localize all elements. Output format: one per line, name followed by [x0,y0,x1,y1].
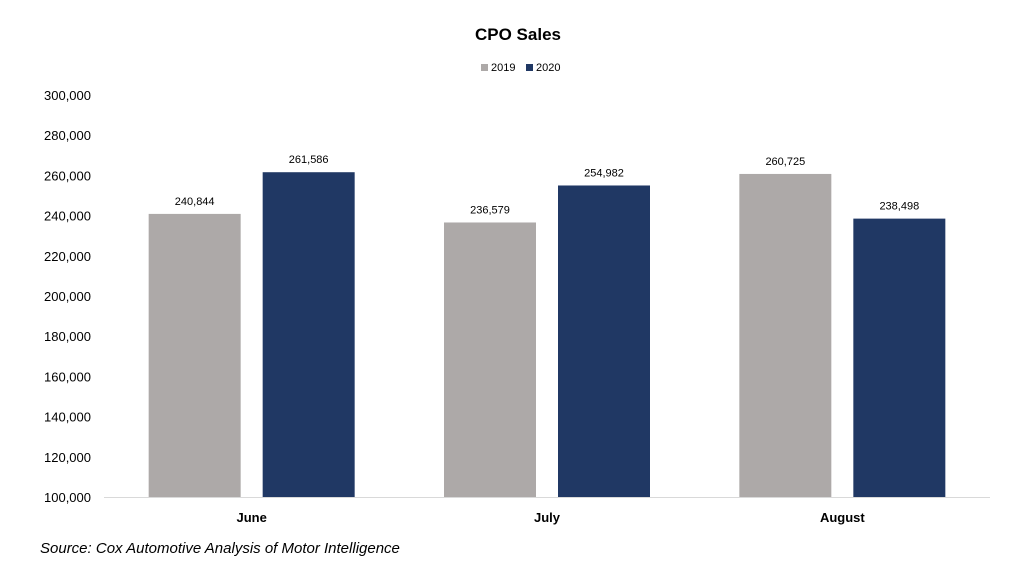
y-tick-label: 200,000 [44,289,91,304]
y-tick-label: 160,000 [44,369,91,384]
bar-2020-july [558,185,650,497]
data-label: 260,725 [765,156,805,168]
source-note: Source: Cox Automotive Analysis of Motor… [40,540,400,557]
y-tick-label: 220,000 [44,249,91,264]
chart-title: CPO Sales [475,25,561,44]
y-tick-label: 180,000 [44,329,91,344]
legend-label: 2019 [491,62,515,74]
y-tick-label: 240,000 [44,209,91,224]
data-label: 254,982 [584,167,624,179]
legend-swatch [526,64,533,71]
y-tick-label: 140,000 [44,410,91,425]
legend-label: 2020 [536,62,560,74]
bars: 240,844 261,586 236,579 254,982 260,725 238,4… [148,154,946,498]
bar-2019-june [148,213,241,497]
x-tick-label: June [236,510,266,525]
bar-2019-july [444,222,536,498]
y-tick-label: 300,000 [44,88,91,103]
x-axis: June July August [104,497,990,525]
legend: 2019 2020 [481,62,560,74]
y-tick-label: 120,000 [44,450,91,465]
data-label: 238,498 [879,201,919,213]
legend-swatch [481,64,488,71]
y-tick-label: 280,000 [44,128,91,143]
y-axis: 100,000 120,000 140,000 160,000 180,000 200,0… [44,88,91,505]
data-label: 236,579 [470,204,510,216]
x-tick-label: July [534,510,561,525]
bar-2019-august [739,173,832,497]
y-tick-label: 100,000 [44,490,91,505]
bar-2020-june [262,172,355,497]
bar-2020-august [853,218,946,497]
y-tick-label: 260,000 [44,168,91,183]
x-tick-label: August [820,510,865,525]
data-label: 261,586 [289,154,329,166]
data-label: 240,844 [175,196,215,208]
